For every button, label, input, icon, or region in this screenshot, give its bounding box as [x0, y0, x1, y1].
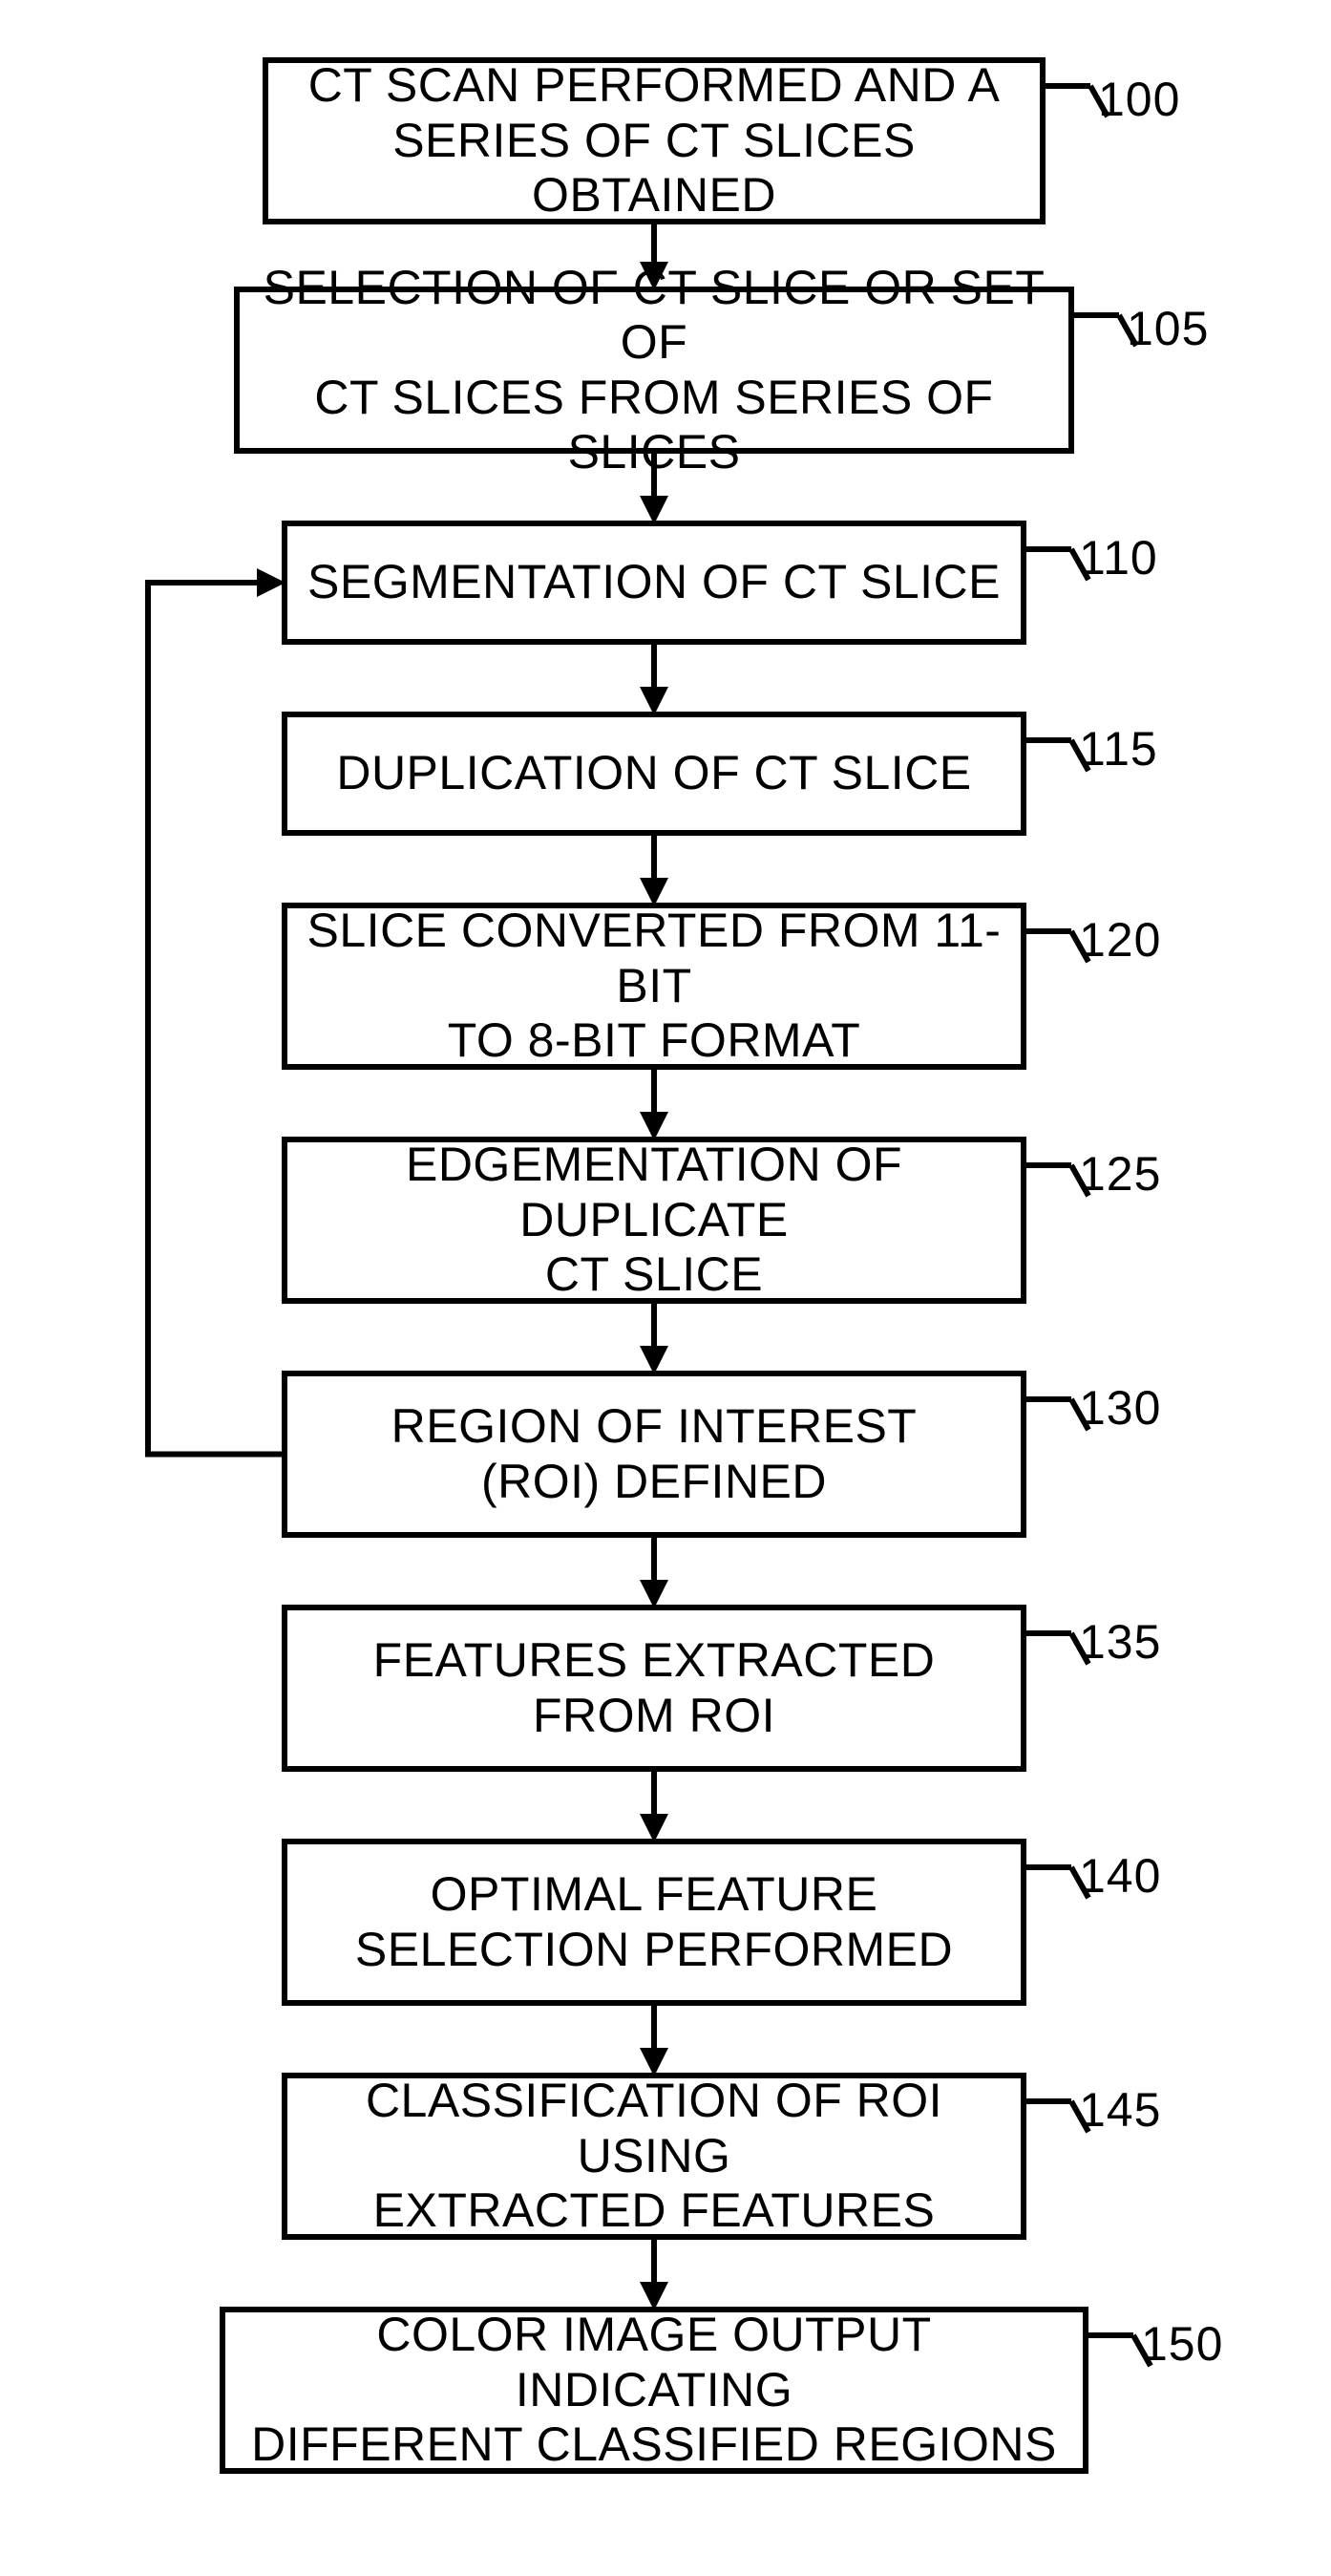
flow-node-text: EDGEMENTATION OF DUPLICATECT SLICE	[306, 1138, 1002, 1303]
flow-node-text: COLOR IMAGE OUTPUT INDICATINGDIFFERENT C…	[244, 2308, 1064, 2473]
flow-label-120: 120	[1079, 912, 1161, 968]
flow-label-125: 125	[1079, 1146, 1161, 1202]
flow-node-text: DUPLICATION OF CT SLICE	[336, 746, 971, 801]
flow-node-text: REGION OF INTEREST(ROI) DEFINED	[391, 1399, 918, 1509]
flow-label-145: 145	[1079, 2082, 1161, 2138]
flow-label-150: 150	[1141, 2316, 1223, 2372]
flow-node-130: REGION OF INTEREST(ROI) DEFINED	[282, 1371, 1026, 1538]
flow-node-145: CLASSIFICATION OF ROI USINGEXTRACTED FEA…	[282, 2073, 1026, 2240]
flow-label-115: 115	[1079, 721, 1158, 777]
flow-label-100: 100	[1098, 72, 1180, 127]
flow-label-130: 130	[1079, 1380, 1161, 1436]
flow-node-105: SELECTION OF CT SLICE OR SET OFCT SLICES…	[234, 287, 1074, 454]
flow-node-text: CT SCAN PERFORMED AND ASERIES OF CT SLIC…	[287, 58, 1021, 224]
flow-node-100: CT SCAN PERFORMED AND ASERIES OF CT SLIC…	[263, 57, 1046, 224]
flow-label-140: 140	[1079, 1848, 1161, 1904]
flow-node-120: SLICE CONVERTED FROM 11-BITTO 8-BIT FORM…	[282, 903, 1026, 1070]
flow-node-text: SEGMENTATION OF CT SLICE	[307, 555, 1001, 610]
flow-node-text: SLICE CONVERTED FROM 11-BITTO 8-BIT FORM…	[306, 904, 1002, 1069]
flow-node-135: FEATURES EXTRACTEDFROM ROI	[282, 1605, 1026, 1772]
flow-label-110: 110	[1079, 530, 1158, 585]
flow-node-110: SEGMENTATION OF CT SLICE	[282, 521, 1026, 645]
flow-node-text: CLASSIFICATION OF ROI USINGEXTRACTED FEA…	[306, 2074, 1002, 2239]
flow-node-115: DUPLICATION OF CT SLICE	[282, 712, 1026, 836]
flow-node-140: OPTIMAL FEATURESELECTION PERFORMED	[282, 1839, 1026, 2006]
flowchart-canvas: CT SCAN PERFORMED AND ASERIES OF CT SLIC…	[0, 0, 1331, 2576]
flow-node-text: OPTIMAL FEATURESELECTION PERFORMED	[355, 1867, 953, 1977]
flow-node-125: EDGEMENTATION OF DUPLICATECT SLICE	[282, 1137, 1026, 1304]
flow-node-text: SELECTION OF CT SLICE OR SET OFCT SLICES…	[259, 261, 1049, 480]
flow-label-105: 105	[1127, 301, 1209, 356]
flow-node-150: COLOR IMAGE OUTPUT INDICATINGDIFFERENT C…	[220, 2307, 1088, 2474]
flow-node-text: FEATURES EXTRACTEDFROM ROI	[373, 1633, 936, 1743]
flow-label-135: 135	[1079, 1614, 1161, 1670]
